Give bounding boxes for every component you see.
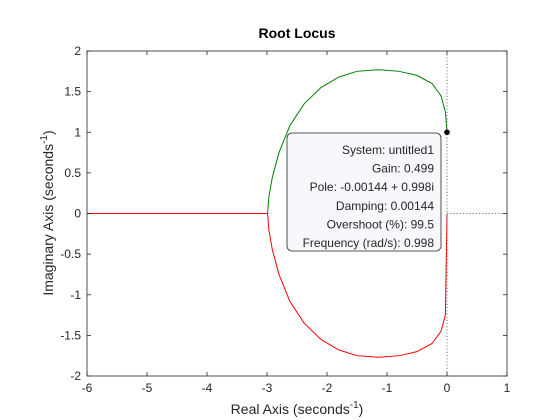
x-tick-label: -3	[262, 381, 273, 395]
y-tick-label: -1	[70, 288, 81, 302]
x-axis-label: Real Axis (seconds-1)	[231, 400, 364, 417]
selected-pole-marker[interactable]	[444, 129, 450, 136]
y-tick-label: 0	[74, 207, 81, 221]
y-tick-label: 1	[74, 125, 81, 139]
datatip[interactable]: System: untitled1 Gain: 0.499 Pole: -0.001…	[286, 132, 442, 252]
datatip-guides	[446, 51, 507, 376]
datatip-line: System: untitled1	[342, 143, 434, 157]
datatip-line: Frequency (rad/s): 0.998	[303, 236, 435, 250]
locus-branch-1[interactable]	[267, 69, 448, 214]
y-tick-label: 2	[74, 44, 81, 58]
y-tick-label: -1.5	[60, 328, 81, 342]
x-tick-label: -5	[142, 381, 153, 395]
x-axis-ticks: -6 -5 -4 -3 -2 -1 0 1	[82, 51, 511, 395]
x-tick-label: -6	[82, 381, 93, 395]
y-tick-label: -0.5	[60, 247, 81, 261]
x-tick-label: 0	[444, 381, 451, 395]
y-tick-label: 1.5	[64, 85, 81, 99]
locus-branch-2[interactable]	[267, 213, 448, 358]
y-axis-ticks: -2 -1.5 -1 -0.5 0 0.5 1 1.5 2	[60, 44, 507, 383]
x-tick-label: -4	[202, 381, 213, 395]
datatip-box	[286, 132, 442, 252]
datatip-line: Gain: 0.499	[372, 162, 434, 176]
chart-title: Root Locus	[259, 25, 336, 41]
datatip-line: Overshoot (%): 99.5	[327, 217, 435, 231]
x-tick-label: -2	[322, 381, 333, 395]
x-tick-label: -1	[382, 381, 393, 395]
datatip-text: System: untitled1 Gain: 0.499 Pole: -0.001…	[303, 143, 435, 250]
datatip-line: Damping: 0.00144	[336, 199, 434, 213]
y-tick-label: 0.5	[64, 166, 81, 180]
x-tick-label: 1	[504, 381, 511, 395]
locus-branches	[87, 69, 448, 358]
y-tick-label: -2	[70, 369, 81, 383]
y-axis-label: Imaginary Axis (seconds-1)	[39, 130, 56, 295]
datatip-line: Pole: -0.00144 + 0.998i	[310, 180, 434, 194]
